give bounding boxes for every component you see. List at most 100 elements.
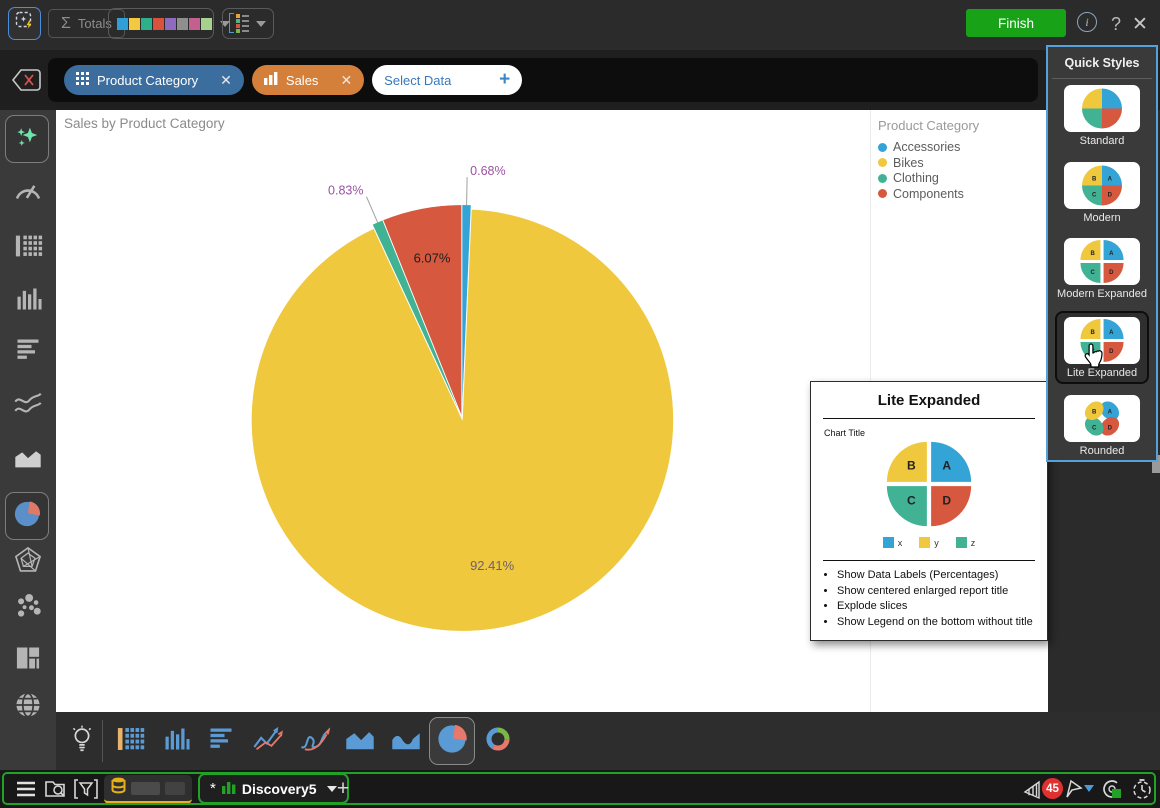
help-icon[interactable]: ? bbox=[1110, 13, 1121, 34]
menu-icon[interactable] bbox=[14, 777, 38, 801]
preview-slice-letter: D bbox=[1109, 349, 1114, 355]
sort-row bbox=[236, 29, 249, 33]
legend-item-clothing[interactable]: Clothing bbox=[878, 171, 979, 185]
report-tab-label: Discovery5 bbox=[241, 780, 317, 797]
preview-slice bbox=[1082, 165, 1102, 186]
chart-type-line-chart[interactable] bbox=[248, 723, 288, 759]
auto-visualize-button[interactable] bbox=[8, 7, 41, 40]
preview-slice-letter: C bbox=[1090, 270, 1095, 276]
select-data-button[interactable]: Select Data + bbox=[372, 65, 523, 95]
data-label: 0.68% bbox=[470, 164, 505, 178]
quick-style-modern-expanded[interactable]: A D C B Modern Expanded bbox=[1048, 238, 1156, 300]
chart-type-spline-area-chart[interactable] bbox=[386, 723, 426, 759]
column-bars-icon bbox=[263, 72, 278, 88]
palette-color bbox=[177, 17, 188, 30]
pie-slice-bikes[interactable] bbox=[251, 209, 674, 632]
preview-slice-letter: A bbox=[1108, 410, 1113, 416]
magic-wand-icon bbox=[13, 9, 37, 38]
sidebar-item-line-chart[interactable] bbox=[0, 384, 56, 428]
dropdown-caret-icon[interactable] bbox=[1082, 777, 1096, 801]
pie-slice-components[interactable] bbox=[382, 204, 462, 416]
filter-icon[interactable] bbox=[74, 777, 98, 801]
preview-slice bbox=[1102, 88, 1122, 109]
column-chart-icon bbox=[14, 285, 42, 318]
redacted-text bbox=[131, 781, 161, 795]
chart-type-pie-chart[interactable] bbox=[432, 723, 472, 759]
chart-type-bar-chart[interactable] bbox=[201, 723, 241, 759]
chart-type-column-chart[interactable] bbox=[156, 723, 196, 759]
chart-type-donut-chart[interactable] bbox=[478, 723, 518, 759]
quick-style-label: Standard bbox=[1079, 135, 1125, 147]
gauge-icon bbox=[13, 177, 43, 210]
field-pill-product-category[interactable]: Product Category ✕ bbox=[64, 65, 244, 95]
remove-field-icon[interactable]: ✕ bbox=[220, 71, 232, 88]
preview-slice-letter: B bbox=[1090, 330, 1095, 336]
record-status-icon[interactable] bbox=[1100, 777, 1124, 801]
sort-row bbox=[236, 19, 249, 23]
redacted-text bbox=[165, 781, 185, 795]
palette-color bbox=[117, 17, 128, 30]
ai-sparkles-icon bbox=[13, 123, 41, 156]
new-report-button[interactable]: + bbox=[336, 777, 350, 800]
legend-item-accessories[interactable]: Accessories bbox=[878, 140, 979, 154]
sidebar-item-bar-chart[interactable] bbox=[0, 330, 56, 374]
sidebar-item-ai-sparkles[interactable] bbox=[5, 115, 49, 163]
toolbar-divider bbox=[102, 720, 103, 762]
sort-order-dropdown[interactable] bbox=[222, 8, 274, 39]
finish-button[interactable]: Finish bbox=[966, 9, 1066, 37]
sidebar-item-column-chart[interactable] bbox=[0, 279, 56, 323]
info-icon[interactable]: i bbox=[1077, 12, 1097, 32]
sidebar-item-map-globe[interactable] bbox=[0, 685, 56, 729]
sigma-icon: Σ bbox=[61, 14, 71, 32]
preview-slice bbox=[1084, 417, 1104, 436]
sort-row bbox=[236, 24, 249, 28]
sidebar-item-area-chart[interactable] bbox=[0, 437, 56, 481]
close-icon[interactable]: ✕ bbox=[1132, 13, 1148, 35]
chart-type-area-chart[interactable] bbox=[340, 723, 380, 759]
preview-slice bbox=[1080, 239, 1101, 260]
preview-slice-letter: A bbox=[1109, 330, 1114, 336]
preview-slice-letter: C bbox=[907, 494, 916, 508]
preview-slice-letter: A bbox=[1108, 177, 1113, 183]
data-source-tab[interactable] bbox=[104, 775, 192, 804]
quick-style-rounded[interactable]: A D C B Rounded bbox=[1048, 395, 1156, 457]
scrollbar-thumb[interactable] bbox=[1152, 455, 1160, 473]
preview-slice bbox=[1082, 108, 1102, 129]
notification-badge[interactable]: 45 bbox=[1042, 778, 1063, 799]
chart-type-data-grid[interactable] bbox=[110, 723, 150, 759]
sort-row bbox=[236, 14, 249, 18]
map-globe-icon bbox=[13, 690, 43, 725]
sidebar-item-radar-chart[interactable] bbox=[0, 540, 56, 584]
insights-button[interactable] bbox=[62, 723, 102, 759]
signal-icon[interactable] bbox=[1020, 777, 1044, 801]
report-tab-discovery5[interactable]: * Discovery5 bbox=[198, 773, 349, 804]
scatter-chart-icon bbox=[13, 592, 43, 625]
quick-style-standard[interactable]: Standard bbox=[1048, 85, 1156, 147]
sidebar-item-scatter-chart[interactable] bbox=[0, 586, 56, 630]
quick-style-label: Modern bbox=[1083, 212, 1121, 224]
sidebar-item-gauge[interactable] bbox=[0, 171, 56, 215]
clear-fields-button[interactable] bbox=[8, 62, 44, 98]
sidebar-item-data-table[interactable] bbox=[0, 226, 56, 270]
quick-styles-title: Quick Styles bbox=[1064, 56, 1140, 70]
data-grid-icon bbox=[115, 725, 145, 758]
sidebar-item-treemap-chart[interactable] bbox=[0, 638, 56, 682]
remove-field-icon[interactable]: ✕ bbox=[340, 71, 353, 88]
folder-search-icon[interactable] bbox=[44, 777, 68, 801]
timer-icon[interactable] bbox=[1130, 777, 1154, 801]
legend-item-bikes[interactable]: Bikes bbox=[878, 156, 979, 170]
panel-divider bbox=[1052, 78, 1152, 79]
chart-type-spline-chart[interactable] bbox=[294, 723, 334, 759]
preview-slice-letter: C bbox=[1092, 192, 1097, 198]
style-feature: Show Data Labels (Percentages) bbox=[837, 569, 1047, 581]
preview-slice bbox=[1082, 88, 1102, 109]
sidebar-item-pie-chart[interactable] bbox=[5, 492, 49, 540]
field-pill-sales[interactable]: Sales ✕ bbox=[251, 65, 365, 95]
color-palette-dropdown[interactable] bbox=[108, 8, 230, 39]
legend-item-components[interactable]: Components bbox=[878, 187, 979, 201]
quick-style-modern[interactable]: A D C B Modern bbox=[1048, 162, 1156, 224]
quick-style-label: Lite Expanded bbox=[1066, 367, 1138, 379]
quick-style-lite-expanded[interactable]: A D C B Lite Expanded bbox=[1055, 311, 1149, 384]
flag-icon[interactable] bbox=[1062, 777, 1086, 801]
label-leader-line bbox=[466, 177, 468, 206]
